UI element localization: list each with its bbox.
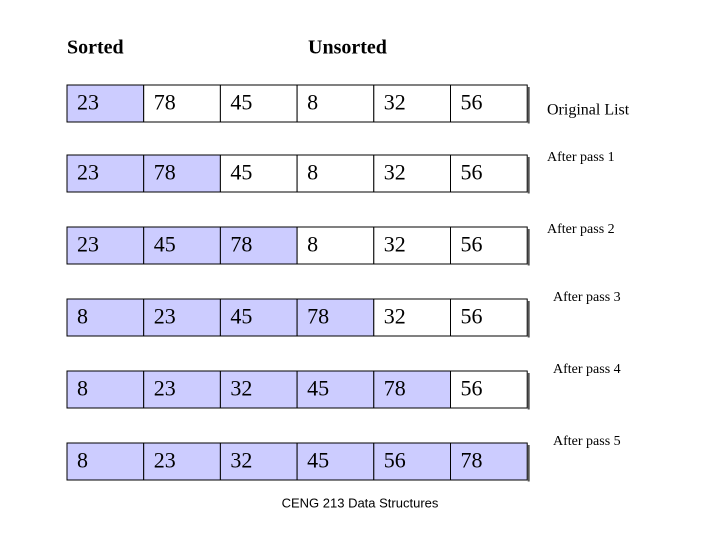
cell-value: 56 — [461, 232, 483, 257]
cell — [66, 370, 145, 409]
row-label: Original List — [547, 102, 630, 119]
cell-value: 8 — [307, 160, 318, 185]
cell — [219, 84, 298, 123]
cell-value: 23 — [154, 448, 176, 473]
footer: CENG 213 Data Structures — [282, 495, 439, 510]
cell-value: 8 — [77, 304, 88, 329]
cell-value: 56 — [461, 376, 483, 401]
row-label: After pass 1 — [547, 150, 615, 165]
cell-value: 23 — [77, 232, 99, 257]
cell-value: 78 — [154, 160, 176, 185]
cell-value: 56 — [461, 160, 483, 185]
cell-value: 32 — [230, 448, 252, 473]
cell — [296, 370, 375, 409]
cell-value: 32 — [230, 376, 252, 401]
cell-value: 45 — [230, 90, 252, 115]
cell — [66, 226, 145, 265]
cell-value: 8 — [307, 90, 318, 115]
cell — [143, 84, 221, 123]
cell-value: 45 — [154, 232, 176, 257]
cell-value: 32 — [384, 304, 406, 329]
cell — [219, 442, 298, 481]
cell-value: 45 — [230, 160, 252, 185]
cell-value: 56 — [461, 304, 483, 329]
cell — [373, 226, 451, 265]
cell-value: 23 — [77, 160, 99, 185]
cell-value: 45 — [307, 376, 329, 401]
cell-value: 8 — [77, 376, 88, 401]
cell — [450, 84, 528, 123]
cell-value: 78 — [230, 232, 252, 257]
cell — [450, 226, 528, 265]
cell-value: 32 — [384, 160, 406, 185]
cell-value: 8 — [77, 448, 88, 473]
cell-value: 8 — [307, 232, 318, 257]
unsorted-header: Unsorted — [308, 37, 387, 59]
cell — [296, 84, 375, 123]
cell-value: 56 — [461, 90, 483, 115]
cell — [296, 154, 375, 193]
cell-value: 78 — [154, 90, 176, 115]
cell-value: 32 — [384, 90, 406, 115]
cell — [219, 154, 298, 193]
cell — [450, 298, 528, 337]
cell — [450, 154, 528, 193]
cell — [373, 370, 451, 409]
cell-value: 78 — [307, 304, 329, 329]
cell — [296, 442, 375, 481]
cell-value: 45 — [307, 448, 329, 473]
cell — [143, 370, 221, 409]
row-label: After pass 3 — [553, 290, 621, 305]
cell-value: 45 — [230, 304, 252, 329]
cell-value: 56 — [384, 448, 406, 473]
row-label: After pass 2 — [547, 222, 615, 237]
cell — [373, 84, 451, 123]
cell-value: 32 — [384, 232, 406, 257]
cell-value: 23 — [154, 376, 176, 401]
cell-value: 78 — [384, 376, 406, 401]
cell — [373, 442, 451, 481]
cell — [373, 298, 451, 337]
cell — [219, 226, 298, 265]
cell — [296, 226, 375, 265]
cell-value: 78 — [461, 448, 483, 473]
cell — [66, 442, 145, 481]
cell-value: 23 — [77, 90, 99, 115]
cell — [66, 84, 145, 123]
cell — [143, 442, 221, 481]
cell-value: 23 — [154, 304, 176, 329]
cell — [219, 298, 298, 337]
cell — [450, 370, 528, 409]
row-label: After pass 4 — [553, 362, 621, 377]
row-label: After pass 5 — [553, 434, 621, 449]
cell — [450, 442, 528, 481]
cell — [373, 154, 451, 193]
sorted-header: Sorted — [67, 37, 124, 59]
